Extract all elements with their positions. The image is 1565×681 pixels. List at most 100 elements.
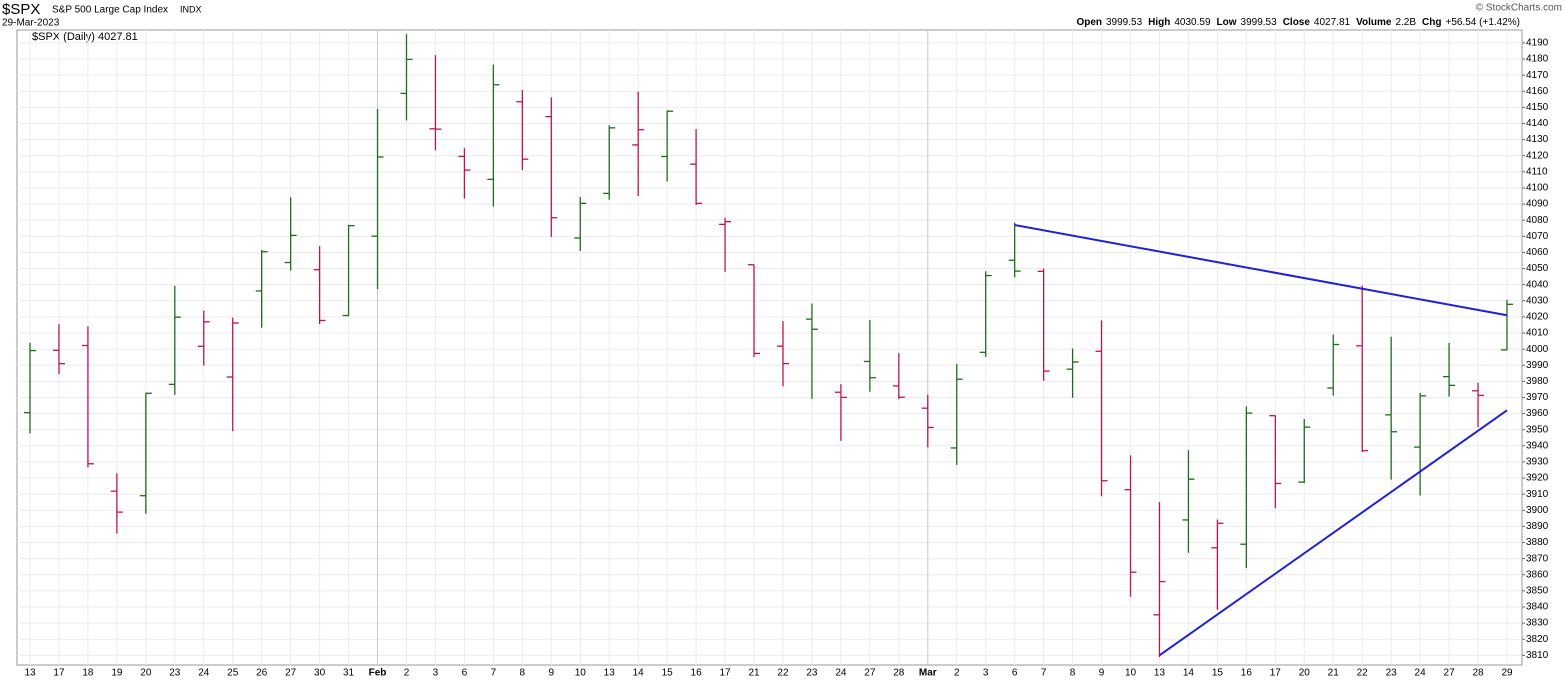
- x-tick-label: 25: [227, 668, 239, 679]
- legend: $SPX (Daily) 4027.81: [32, 31, 138, 43]
- y-tick-label: 3830: [1526, 618, 1549, 629]
- y-tick-label: 3930: [1526, 457, 1549, 468]
- y-tick-label: 4010: [1526, 328, 1549, 339]
- x-tick-label: 13: [24, 668, 36, 679]
- stat-value: 4027.81: [1314, 17, 1351, 28]
- y-tick-label: 4180: [1526, 54, 1549, 65]
- y-tick-label: 3850: [1526, 586, 1549, 597]
- y-tick-label: 3890: [1526, 521, 1549, 532]
- x-tick-label: 31: [343, 668, 355, 679]
- y-tick-label: 4100: [1526, 183, 1549, 194]
- y-tick-label: 3970: [1526, 392, 1549, 403]
- x-tick-label: 17: [719, 668, 731, 679]
- x-tick-label: 14: [633, 668, 645, 679]
- x-tick-label: 10: [575, 668, 587, 679]
- x-tick-label: 9: [1099, 668, 1105, 679]
- y-tick-label: 3880: [1526, 537, 1549, 548]
- stats-row: Open 3999.53 High 4030.59 Low 3999.53 Close 402…: [1076, 17, 1520, 28]
- x-tick-label: 10: [1125, 668, 1137, 679]
- y-tick-label: 3810: [1526, 650, 1549, 661]
- trendline: [1158, 409, 1508, 657]
- y-tick-label: 4090: [1526, 199, 1549, 210]
- stat-label: Close: [1283, 17, 1311, 28]
- y-tick-label: 3910: [1526, 489, 1549, 500]
- x-tick-label: 24: [835, 668, 847, 679]
- y-tick-label: 4030: [1526, 295, 1549, 306]
- x-tick-label: 8: [520, 668, 526, 679]
- bars: [24, 34, 1513, 658]
- y-tick-label: 3840: [1526, 602, 1549, 613]
- symbol: $SPX: [2, 1, 40, 18]
- y-tick-label: 4140: [1526, 118, 1549, 129]
- x-tick-label: 21: [748, 668, 760, 679]
- x-tick-label: 29: [1501, 668, 1513, 679]
- x-tick-label: 23: [806, 668, 818, 679]
- x-tick-label: 20: [140, 668, 152, 679]
- y-tick-label: 3870: [1526, 553, 1549, 564]
- x-tick-label: 22: [1357, 668, 1369, 679]
- x-tick-label: Mar: [919, 668, 937, 679]
- x-tick-label: 7: [1041, 668, 1047, 679]
- y-tick-label: 3950: [1526, 424, 1549, 435]
- y-tick-label: 4060: [1526, 247, 1549, 258]
- x-tick-label: 27: [1444, 668, 1456, 679]
- x-tick-label: 23: [1386, 668, 1398, 679]
- y-tick-label: 4190: [1526, 38, 1549, 49]
- y-tick-label: 4040: [1526, 279, 1549, 290]
- x-tick-label: 14: [1183, 668, 1195, 679]
- y-tick-label: 3980: [1526, 376, 1549, 387]
- stat-value: +56.54 (+1.42%): [1446, 17, 1521, 28]
- stat-label: Chg: [1422, 17, 1441, 28]
- stat-label: High: [1148, 17, 1170, 28]
- x-tick-label: 23: [169, 668, 181, 679]
- x-tick-label: 13: [1154, 668, 1166, 679]
- date: 29-Mar-2023: [2, 18, 60, 29]
- y-tick-label: 3990: [1526, 360, 1549, 371]
- x-tick-label: 27: [285, 668, 297, 679]
- y-tick-label: 3860: [1526, 569, 1549, 580]
- x-tick-label: 28: [893, 668, 905, 679]
- y-tick-label: 3960: [1526, 408, 1549, 419]
- x-tick-label: 26: [256, 668, 268, 679]
- x-tick-label: 24: [1415, 668, 1427, 679]
- y-tick-label: 4020: [1526, 312, 1549, 323]
- y-tick-label: 3920: [1526, 473, 1549, 484]
- x-tick-label: 7: [491, 668, 497, 679]
- stat-value: 2.2B: [1395, 17, 1416, 28]
- stat-value: 3999.53: [1241, 17, 1278, 28]
- x-tick-label: 2: [404, 668, 410, 679]
- stat-value: 4030.59: [1174, 17, 1211, 28]
- y-tick-label: 4070: [1526, 231, 1549, 242]
- x-tick-label: 6: [462, 668, 468, 679]
- index-name: S&P 500 Large Cap Index: [52, 5, 168, 16]
- x-tick-label: 27: [864, 668, 876, 679]
- x-tick-label: 6: [1012, 668, 1018, 679]
- stat-label: Open: [1076, 17, 1102, 28]
- x-tick-label: 30: [314, 668, 326, 679]
- x-tick-label: 19: [111, 668, 123, 679]
- y-tick-label: 4080: [1526, 215, 1549, 226]
- x-tick-label: 3: [433, 668, 439, 679]
- y-tick-label: 3940: [1526, 440, 1549, 451]
- x-tick-label: 15: [662, 668, 674, 679]
- y-tick-label: 4110: [1526, 166, 1548, 177]
- x-tick-label: Feb: [369, 668, 387, 679]
- x-tick-label: 16: [1241, 668, 1253, 679]
- y-tick-label: 4050: [1526, 263, 1549, 274]
- x-tick-label: 18: [82, 668, 94, 679]
- y-tick-label: 4130: [1526, 134, 1549, 145]
- stat-label: Low: [1217, 17, 1237, 28]
- x-tick-label: 17: [53, 668, 65, 679]
- y-tick-label: 4150: [1526, 102, 1549, 113]
- x-tick-label: 15: [1212, 668, 1224, 679]
- header-stats: Open 3999.53 High 4030.59 Low 3999.53 Close 402…: [1076, 17, 1520, 28]
- y-tick-label: 3820: [1526, 634, 1549, 645]
- x-tick-label: 22: [777, 668, 789, 679]
- x-tick-label: 17: [1270, 668, 1282, 679]
- stat-value: 3999.53: [1106, 17, 1143, 28]
- y-tick-label: 4000: [1526, 344, 1549, 355]
- y-tick-label: 3900: [1526, 505, 1549, 516]
- x-tick-label: 21: [1328, 668, 1340, 679]
- source: © StockCharts.com: [1476, 3, 1562, 14]
